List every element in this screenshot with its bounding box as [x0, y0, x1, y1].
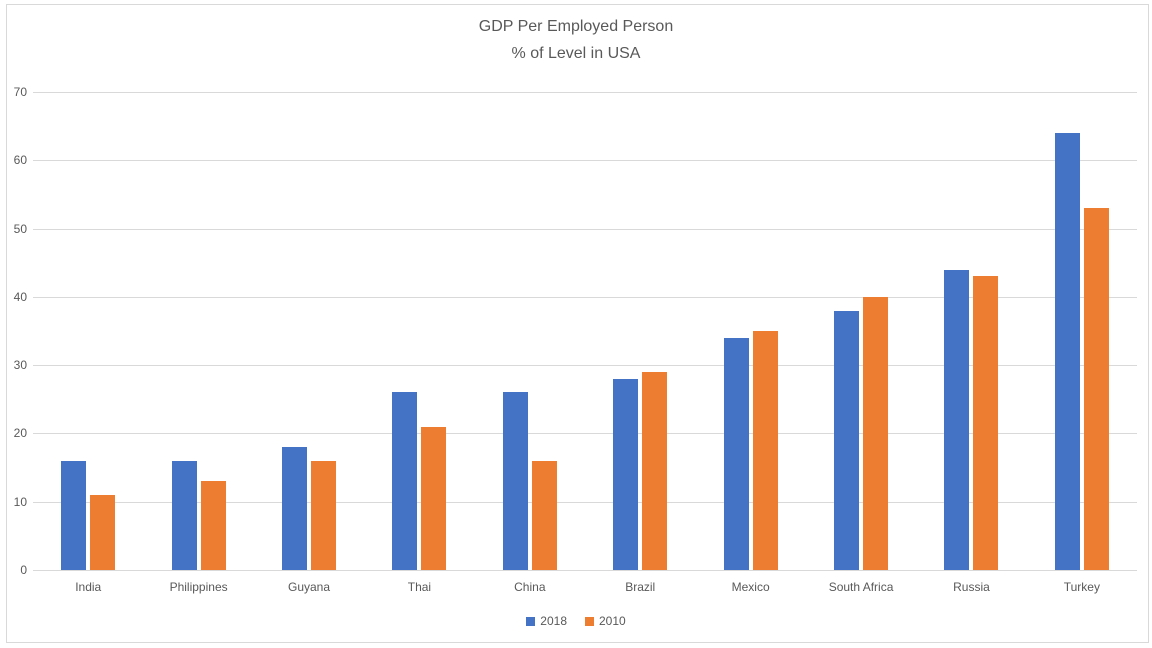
bar-2018-china — [502, 392, 528, 570]
y-tick-20: 20 — [13, 426, 27, 441]
bar-2010-turkey — [1083, 208, 1109, 570]
bar-groups — [33, 92, 1137, 570]
y-tick-70: 70 — [13, 85, 27, 99]
bar-2018-guyana — [282, 447, 308, 570]
x-label-brazil: Brazil — [625, 580, 656, 594]
bar-2018-south-africa — [834, 310, 860, 570]
bar-2010-philippines — [200, 481, 226, 570]
gridline-70 — [33, 92, 1137, 93]
plot-area — [33, 92, 1137, 571]
gridline-60 — [33, 160, 1137, 162]
gridline-10 — [33, 501, 1137, 503]
gridline-40 — [33, 296, 1137, 298]
bar-group-guyana — [254, 92, 364, 570]
y-tick-0: 0 — [20, 563, 27, 577]
legend: 2018 2010 — [0, 614, 1152, 628]
bar-2010-china — [531, 460, 557, 570]
y-tick-10: 10 — [13, 494, 27, 509]
x-axis-line — [33, 570, 1137, 571]
bar-group-thai — [364, 92, 474, 570]
x-label-china: China — [514, 580, 546, 594]
bar-group-south-africa — [806, 92, 916, 570]
y-tick-30: 30 — [13, 358, 27, 373]
x-label-mexico: Mexico — [731, 580, 770, 594]
chart-title: GDP Per Employed Person — [478, 18, 674, 35]
legend-item-2018: 2018 — [526, 614, 567, 628]
x-label-guyana: Guyana — [288, 580, 331, 594]
x-label-philippines: Philippines — [169, 580, 228, 594]
bar-2010-south-africa — [863, 296, 889, 570]
x-axis-labels: India Philippines Guyana Thai China Brazil Mex… — [33, 579, 1137, 595]
legend-label-2010: 2010 — [599, 614, 626, 628]
gridline-20 — [33, 433, 1137, 435]
x-label-south-africa: South Africa — [828, 580, 894, 594]
bar-group-india — [33, 92, 143, 570]
bar-2010-mexico — [752, 331, 778, 570]
bar-2010-thai — [421, 426, 447, 570]
bar-2018-mexico — [723, 337, 749, 570]
bar-2018-russia — [944, 269, 970, 570]
bar-2018-turkey — [1054, 132, 1080, 570]
y-axis: 0 10 20 30 40 50 60 70 — [0, 85, 27, 577]
legend-swatch-2018 — [526, 616, 536, 626]
x-label-russia: Russia — [953, 580, 990, 594]
bar-2018-india — [61, 460, 87, 570]
y-tick-40: 40 — [13, 289, 27, 304]
gridline-30 — [33, 365, 1137, 367]
y-tick-60: 60 — [13, 153, 27, 168]
bar-2010-russia — [973, 276, 999, 570]
x-label-india: India — [75, 580, 102, 594]
bar-group-china — [475, 92, 585, 570]
x-label-thai: Thai — [407, 580, 432, 594]
bar-2010-india — [90, 494, 116, 570]
legend-label-2018: 2018 — [540, 614, 567, 628]
chart-subtitle: % of Level in USA — [511, 45, 641, 62]
bar-2010-guyana — [311, 460, 337, 570]
y-tick-50: 50 — [13, 221, 27, 236]
bar-2018-brazil — [613, 378, 639, 570]
bar-2018-thai — [392, 392, 418, 570]
bar-group-philippines — [143, 92, 253, 570]
bar-group-turkey — [1027, 92, 1137, 570]
x-label-turkey: Turkey — [1063, 580, 1100, 594]
bar-2018-philippines — [171, 460, 197, 570]
bar-group-russia — [916, 92, 1026, 570]
chart-title-block: GDP Per Employed Person % of Level in US… — [0, 13, 1152, 67]
legend-swatch-2010 — [585, 616, 594, 626]
legend-item-2010: 2010 — [585, 614, 626, 628]
bar-group-mexico — [695, 92, 805, 570]
bar-group-brazil — [585, 92, 695, 570]
bar-2010-brazil — [642, 371, 668, 570]
gridline-50 — [33, 228, 1137, 230]
